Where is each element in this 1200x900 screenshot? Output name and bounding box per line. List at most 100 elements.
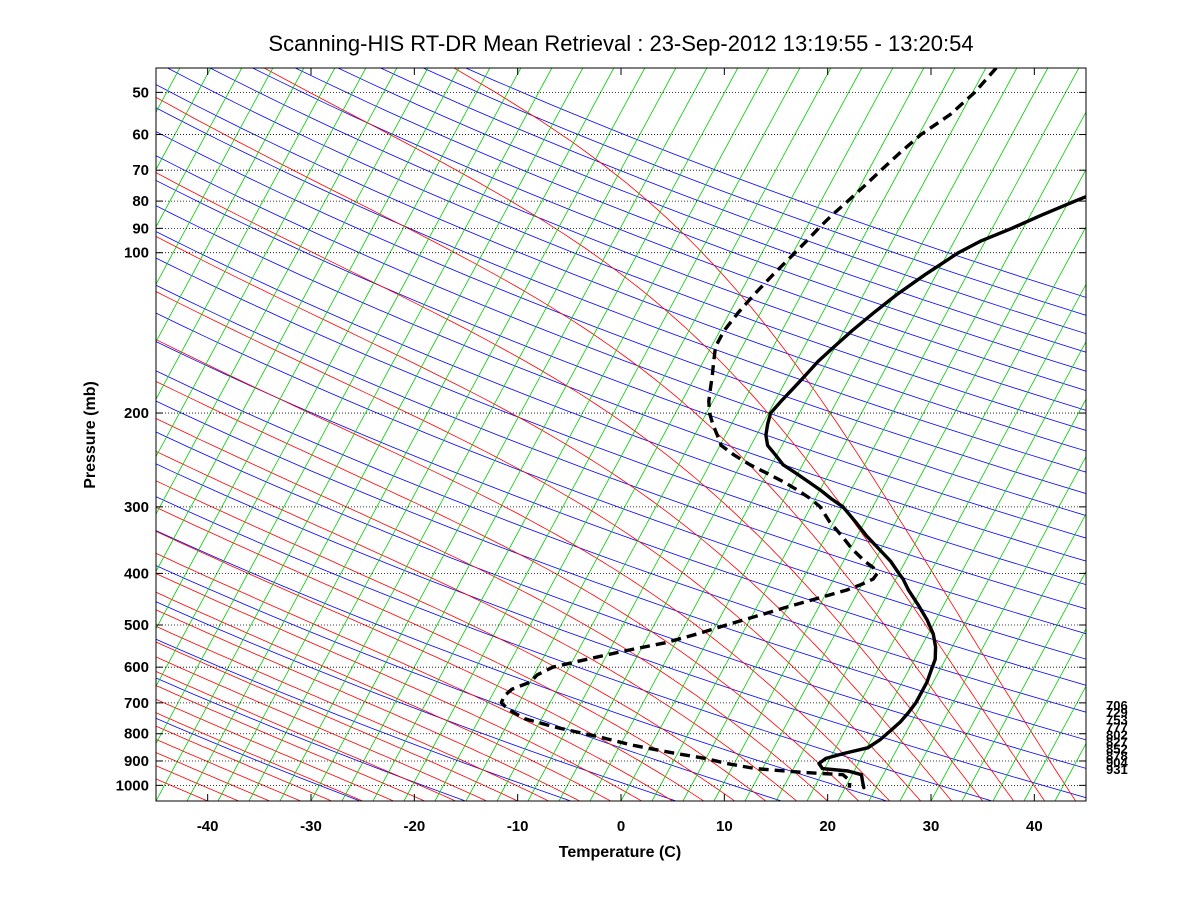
dry-adiabat-line bbox=[156, 601, 677, 801]
dry-adiabat-line bbox=[156, 284, 1086, 635]
dry-adiabat-line bbox=[156, 565, 782, 801]
y-tick-label: 200 bbox=[124, 405, 149, 422]
moist-adiabat-line bbox=[156, 339, 890, 801]
level-label: 729 bbox=[1106, 705, 1128, 720]
mixing-ratio-line bbox=[651, 68, 1049, 801]
mixing-ratio-line bbox=[156, 68, 274, 286]
mixing-ratio-line bbox=[156, 68, 398, 515]
mixing-ratio-line bbox=[156, 68, 243, 228]
x-tick-label: 10 bbox=[716, 818, 733, 835]
dry-adiabat-line bbox=[337, 68, 1086, 353]
dry-adiabat-line bbox=[465, 68, 1086, 298]
moist-adiabat-line bbox=[156, 609, 580, 801]
mixing-ratio-line bbox=[992, 627, 1086, 801]
level-label: 852 bbox=[1106, 741, 1128, 756]
mixing-ratio-line bbox=[713, 111, 1086, 801]
mixing-ratio-line bbox=[930, 513, 1086, 801]
profiles bbox=[499, 68, 1086, 790]
y-tick-label: 100 bbox=[124, 245, 149, 262]
dry-adiabat-line bbox=[156, 638, 571, 801]
moist-adiabat-line bbox=[156, 450, 797, 801]
y-tick-label: 80 bbox=[132, 193, 149, 210]
dry-adiabat-line bbox=[156, 530, 887, 801]
mixing-ratio-line bbox=[156, 68, 491, 688]
dewpoint-profile bbox=[499, 68, 998, 788]
dry-adiabat-line bbox=[156, 231, 1086, 586]
x-tick-label: -20 bbox=[403, 818, 425, 835]
plot-area bbox=[155, 67, 1087, 802]
background-lines bbox=[156, 68, 1086, 801]
dry-adiabat-line bbox=[156, 257, 1086, 610]
dry-adiabat-line bbox=[156, 431, 1086, 769]
dry-adiabat-line bbox=[156, 463, 1086, 799]
mixing-ratio-line bbox=[403, 68, 801, 801]
mixing-ratio-line bbox=[682, 68, 1080, 801]
level-label: 753 bbox=[1106, 713, 1128, 728]
mixing-ratio-line bbox=[465, 68, 863, 801]
dry-adiabat-line bbox=[295, 68, 1086, 372]
moist-adiabat-line bbox=[156, 506, 735, 801]
mixing-ratio-line bbox=[156, 68, 460, 630]
moist-adiabat-line bbox=[156, 656, 487, 801]
pressure-grid bbox=[156, 91, 1086, 786]
moist-adiabat-line bbox=[156, 380, 859, 801]
x-tick-label: -10 bbox=[507, 818, 529, 835]
moist-adiabat-line bbox=[453, 68, 1077, 801]
moist-adiabat-line bbox=[156, 591, 611, 801]
chart-title: Scanning-HIS RT-DR Mean Retrieval : 23-S… bbox=[268, 31, 973, 56]
dry-adiabat-line bbox=[156, 205, 1086, 562]
x-tick-label: 0 bbox=[617, 818, 625, 835]
mixing-ratio-line bbox=[589, 68, 987, 801]
y-tick-label: 900 bbox=[124, 753, 149, 770]
x-tick-label: 40 bbox=[1026, 818, 1043, 835]
dry-adiabat-line bbox=[156, 155, 1086, 516]
level-label: 802 bbox=[1106, 727, 1128, 742]
y-tick-label: 700 bbox=[124, 695, 149, 712]
mixing-ratio-line bbox=[186, 68, 584, 801]
mixing-ratio-line bbox=[156, 68, 522, 745]
moist-adiabat-line bbox=[156, 480, 766, 801]
mixing-ratio-line bbox=[868, 398, 1086, 801]
mixing-ratio-line bbox=[775, 226, 1086, 801]
dry-adiabat-line bbox=[156, 131, 1086, 494]
mixing-ratio-line bbox=[496, 68, 894, 801]
mixing-ratio-line bbox=[217, 68, 615, 801]
x-tick-label: 20 bbox=[819, 818, 836, 835]
moist-adiabat-line bbox=[156, 291, 921, 801]
y-tick-label: 70 bbox=[132, 162, 149, 179]
mixing-ratio-line bbox=[837, 340, 1086, 801]
mixing-ratio-line bbox=[310, 68, 708, 801]
dry-adiabat-line bbox=[156, 84, 1086, 452]
level-label: 931 bbox=[1106, 762, 1128, 777]
mixing-ratio-line bbox=[156, 68, 305, 343]
mixing-ratio-line bbox=[620, 68, 1018, 801]
moist-adiabat-line bbox=[156, 671, 456, 801]
y-tick-label: 1000 bbox=[116, 777, 149, 794]
y-tick-label: 400 bbox=[124, 565, 149, 582]
dry-adiabat-line bbox=[156, 677, 466, 801]
mixing-ratio-line bbox=[156, 68, 553, 801]
level-label: 904 bbox=[1106, 755, 1128, 770]
y-axis-ticks: 50 60 70 80 90 100 200 300 400 500 600 700 800 900 100… bbox=[116, 84, 1086, 794]
y-tick-label: 600 bbox=[124, 659, 149, 676]
y-axis-label: Pressure (mb) bbox=[82, 381, 99, 489]
level-label: 706 bbox=[1106, 698, 1128, 713]
moist-adiabat-line bbox=[156, 698, 394, 801]
dry-adiabat-line bbox=[423, 68, 1086, 316]
dry-adiabat-line bbox=[156, 496, 993, 801]
y-tick-label: 500 bbox=[124, 617, 149, 634]
mixing-ratio-line bbox=[156, 68, 336, 400]
moist-adiabat-line bbox=[156, 641, 518, 801]
mixing-ratio-line bbox=[248, 68, 646, 801]
x-tick-label: 30 bbox=[923, 818, 940, 835]
mixing-ratio-line bbox=[156, 68, 429, 573]
mixing-ratio-line bbox=[372, 68, 770, 801]
dry-adiabat-line bbox=[156, 400, 1086, 741]
y-tick-label: 60 bbox=[132, 127, 149, 144]
x-tick-label: -30 bbox=[300, 818, 322, 835]
mixing-ratio-line bbox=[279, 68, 677, 801]
temperature-profile bbox=[764, 194, 1086, 790]
y-tick-label: 90 bbox=[132, 220, 149, 237]
